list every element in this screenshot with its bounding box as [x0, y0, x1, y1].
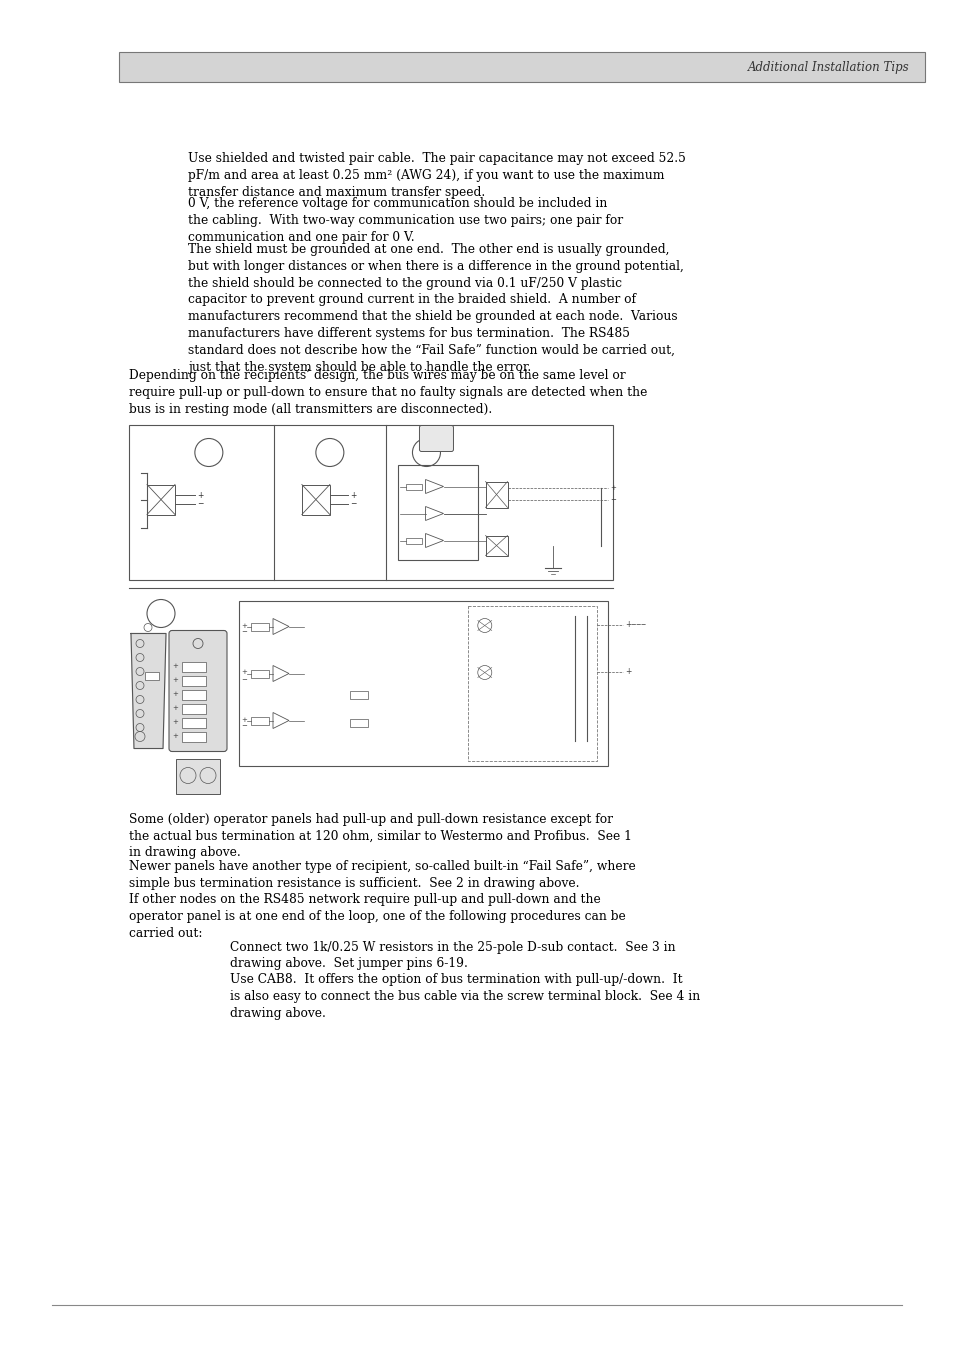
Bar: [182, 662, 206, 671]
Bar: [251, 717, 269, 725]
Text: +: +: [172, 706, 178, 711]
Text: −: −: [241, 676, 247, 683]
Text: 0 V, the reference voltage for communication should be included in
the cabling. : 0 V, the reference voltage for communica…: [188, 197, 622, 244]
Bar: [405, 483, 421, 490]
Text: +: +: [172, 733, 178, 740]
Bar: [350, 720, 367, 728]
Bar: [147, 485, 174, 514]
Text: Additional Installation Tips: Additional Installation Tips: [747, 61, 909, 73]
Text: Depending on the recipients’ design, the bus wires may be on the same level or
r: Depending on the recipients’ design, the…: [129, 369, 647, 416]
Text: +: +: [172, 678, 178, 683]
Bar: [182, 703, 206, 714]
Text: +: +: [172, 720, 178, 725]
Text: −: −: [196, 500, 203, 509]
Text: +: +: [350, 490, 355, 500]
Bar: [182, 675, 206, 686]
Text: Connect two 1k/0.25 W resistors in the 25-pole D-sub contact.  See 3 in
drawing : Connect two 1k/0.25 W resistors in the 2…: [230, 941, 675, 971]
Bar: [350, 691, 367, 699]
Text: −: −: [241, 724, 247, 729]
Text: −: −: [350, 500, 355, 509]
Text: +: +: [196, 490, 203, 500]
Text: If other nodes on the RS485 network require pull-up and pull-down and the
operat: If other nodes on the RS485 network requ…: [129, 892, 625, 940]
Bar: [182, 690, 206, 699]
Bar: [182, 732, 206, 741]
Bar: [119, 53, 924, 82]
Bar: [129, 424, 613, 579]
FancyBboxPatch shape: [169, 630, 227, 752]
Text: +‒‒‒: +‒‒‒: [624, 620, 645, 629]
Text: +: +: [241, 622, 247, 629]
Bar: [182, 717, 206, 728]
Text: Some (older) operator panels had pull-up and pull-down resistance except for
the: Some (older) operator panels had pull-up…: [129, 813, 631, 859]
Text: +: +: [609, 485, 616, 490]
Text: −: −: [241, 629, 247, 636]
Bar: [239, 601, 607, 765]
Bar: [251, 622, 269, 630]
Text: +: +: [624, 667, 631, 676]
Bar: [397, 464, 477, 559]
Bar: [301, 485, 330, 514]
Text: +: +: [241, 717, 247, 722]
Bar: [175, 759, 220, 794]
Text: Use CAB8.  It offers the option of bus termination with pull-up/-down.  It
is al: Use CAB8. It offers the option of bus te…: [230, 973, 700, 1021]
Text: +: +: [241, 670, 247, 675]
Bar: [145, 671, 159, 679]
Text: +: +: [172, 691, 178, 698]
Text: −: −: [609, 497, 616, 502]
Text: The shield must be grounded at one end.  The other end is usually grounded,
but : The shield must be grounded at one end. …: [188, 243, 683, 374]
Text: +: +: [172, 663, 178, 670]
Polygon shape: [131, 633, 166, 748]
Text: Use shielded and twisted pair cable.  The pair capacitance may not exceed 52.5
p: Use shielded and twisted pair cable. The…: [188, 153, 685, 198]
Bar: [467, 606, 597, 760]
Bar: [485, 536, 507, 555]
Bar: [485, 482, 507, 508]
FancyBboxPatch shape: [419, 425, 453, 451]
Bar: [405, 537, 421, 544]
Bar: [251, 670, 269, 678]
Text: Newer panels have another type of recipient, so-called built-in “Fail Safe”, whe: Newer panels have another type of recipi…: [129, 860, 635, 890]
